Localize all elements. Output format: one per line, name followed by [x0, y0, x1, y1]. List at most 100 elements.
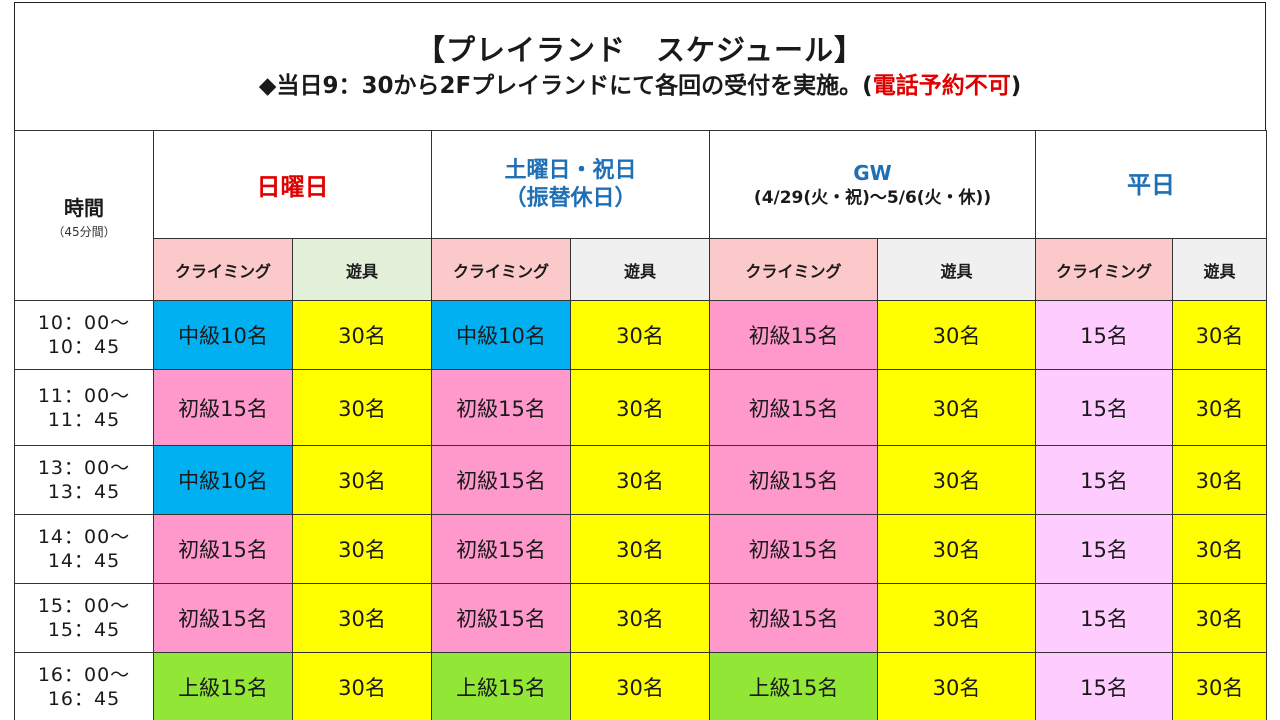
gw-play-capacity: 30名 [877, 300, 1037, 370]
time-end: 16：45 [47, 688, 121, 710]
saturday-climbing-capacity: 初級15名 [431, 583, 571, 653]
sunday-play-capacity: 30名 [292, 300, 432, 370]
gw-play-capacity: 30名 [877, 583, 1037, 653]
weekday-climbing-capacity: 15名 [1035, 583, 1174, 653]
day-label-gw: GW [853, 160, 892, 185]
saturday-climbing-header: クライミング [431, 238, 571, 301]
sunday-play-header: 遊具 [292, 238, 432, 301]
gw-play-capacity: 30名 [877, 652, 1037, 720]
reception-notice-text: ◆当日9：30から2Fプレイランドにて各回の受付を実施。( [258, 72, 873, 99]
saturday-play-capacity: 30名 [569, 583, 711, 653]
gw-climbing-capacity: 初級15名 [709, 369, 879, 446]
gw-play-capacity: 30名 [877, 445, 1037, 515]
gw-climbing-capacity: 初級15名 [709, 300, 879, 370]
saturday-climbing-capacity: 初級15名 [431, 445, 571, 515]
sunday-climbing-capacity: 初級15名 [153, 514, 293, 584]
time-start: 13：00～ [37, 457, 131, 479]
sunday-play-capacity: 30名 [292, 369, 432, 446]
sunday-play-capacity: 30名 [292, 514, 432, 584]
time-end: 11：45 [47, 408, 121, 431]
saturday-climbing-capacity: 初級15名 [431, 369, 571, 446]
weekday-climbing-capacity: 15名 [1035, 514, 1174, 584]
sunday-climbing-capacity: 中級10名 [153, 445, 293, 515]
time-slot: 13：00～ 13：45 [14, 445, 154, 515]
reception-notice: ◆当日9：30から2Fプレイランドにて各回の受付を実施。(電話予約不可) [259, 70, 1021, 102]
reception-notice-close: ) [1010, 72, 1022, 99]
time-start: 15：00～ [37, 595, 131, 617]
saturday-play-capacity: 30名 [569, 445, 711, 515]
table-row: 11：00～ 11：45 初級15名 30名 初級15名 30名 初級15名 30… [14, 369, 1268, 446]
time-end: 10：45 [47, 336, 121, 358]
gw-play-capacity: 30名 [877, 369, 1037, 446]
sunday-climbing-capacity: 中級10名 [153, 300, 293, 370]
saturday-play-capacity: 30名 [569, 652, 711, 720]
sunday-climbing-header: クライミング [153, 238, 293, 301]
gw-climbing-capacity: 初級15名 [709, 445, 879, 515]
sunday-play-capacity: 30名 [292, 445, 432, 515]
gw-climbing-capacity: 初級15名 [709, 514, 879, 584]
day-header-row: 時間 （45分間） 日曜日 土曜日・祝日 （振替休日） GW (4/29(火・祝… [14, 130, 1268, 301]
sunday-play-capacity: 30名 [292, 652, 432, 720]
time-start: 11：00～ [37, 384, 131, 407]
gw-date-range: (4/29(火・祝)～5/6(火・休)) [753, 187, 992, 208]
day-label-sunday: 日曜日 [256, 173, 329, 201]
time-slot: 10：00～ 10：45 [14, 300, 154, 370]
table-row: 15：00～ 15：45 初級15名 30名 初級15名 30名 初級15名 30… [14, 583, 1268, 653]
no-phone-reservation-warning: 電話予約不可 [872, 72, 1011, 99]
day-header-saturday-holiday: 土曜日・祝日 （振替休日） [430, 130, 711, 239]
weekday-climbing-header: クライミング [1035, 238, 1174, 301]
time-column-header: 時間 （45分間） [14, 130, 154, 301]
sunday-play-capacity: 30名 [292, 583, 432, 653]
gw-climbing-header: クライミング [709, 238, 879, 301]
saturday-climbing-capacity: 初級15名 [431, 514, 571, 584]
weekday-climbing-capacity: 15名 [1035, 300, 1174, 370]
gw-climbing-capacity: 上級15名 [709, 652, 879, 720]
time-end: 14：45 [47, 550, 121, 572]
gw-play-header: 遊具 [877, 238, 1037, 301]
page-title: 【プレイランド スケジュール】 [416, 32, 864, 67]
day-header-sunday: 日曜日 [153, 130, 432, 239]
day-label-weekday: 平日 [1127, 170, 1176, 199]
saturday-play-capacity: 30名 [569, 369, 711, 446]
time-start: 16：00～ [37, 664, 131, 686]
time-end: 13：45 [47, 481, 121, 503]
weekday-play-capacity: 30名 [1172, 445, 1268, 515]
saturday-climbing-capacity: 上級15名 [431, 652, 571, 720]
time-slot: 16：00～ 16：45 [14, 652, 154, 720]
sunday-climbing-capacity: 上級15名 [153, 652, 293, 720]
time-slot: 14：00～ 14：45 [14, 514, 154, 584]
weekday-play-capacity: 30名 [1172, 369, 1268, 446]
table-row: 14：00～ 14：45 初級15名 30名 初級15名 30名 初級15名 30… [14, 514, 1268, 584]
sunday-climbing-capacity: 初級15名 [153, 583, 293, 653]
weekday-climbing-capacity: 15名 [1035, 369, 1174, 446]
saturday-climbing-capacity: 中級10名 [431, 300, 571, 370]
activity-header-row: クライミング 遊具 クライミング 遊具 クライミング 遊具 クライミング 遊具 [15, 238, 1268, 301]
day-header-gw: GW (4/29(火・祝)～5/6(火・休)) [709, 130, 1037, 239]
weekday-play-capacity: 30名 [1172, 652, 1268, 720]
weekday-play-capacity: 30名 [1172, 583, 1268, 653]
time-slot: 11：00～ 11：45 [14, 369, 154, 446]
schedule-header: 【プレイランド スケジュール】 ◆当日9：30から2Fプレイランドにて各回の受付… [14, 2, 1266, 130]
schedule-table: 時間 （45分間） 日曜日 土曜日・祝日 （振替休日） GW (4/29(火・祝… [14, 130, 1268, 720]
duration-note: （45分間） [52, 224, 116, 239]
weekday-climbing-capacity: 15名 [1035, 445, 1174, 515]
weekday-climbing-capacity: 15名 [1035, 652, 1174, 720]
weekday-play-header: 遊具 [1172, 238, 1268, 301]
time-start: 10：00～ [37, 312, 131, 334]
table-row: 13：00～ 13：45 中級10名 30名 初級15名 30名 初級15名 30… [14, 445, 1268, 515]
time-header-label: 時間 [64, 195, 104, 220]
saturday-play-capacity: 30名 [569, 514, 711, 584]
weekday-play-capacity: 30名 [1172, 300, 1268, 370]
day-label-saturday: 土曜日・祝日 [504, 157, 637, 183]
weekday-play-capacity: 30名 [1172, 514, 1268, 584]
gw-climbing-capacity: 初級15名 [709, 583, 879, 653]
sunday-climbing-capacity: 初級15名 [153, 369, 293, 446]
time-slot: 15：00～ 15：45 [14, 583, 154, 653]
saturday-play-capacity: 30名 [569, 300, 711, 370]
time-start: 14：00～ [37, 526, 131, 548]
gw-play-capacity: 30名 [877, 514, 1037, 584]
day-label-substitute-holiday: （振替休日） [504, 185, 637, 211]
table-row: 10：00～ 10：45 中級10名 30名 中級10名 30名 初級15名 30… [14, 300, 1268, 370]
time-end: 15：45 [47, 619, 121, 641]
table-row: 16：00～ 16：45 上級15名 30名 上級15名 30名 上級15名 30… [14, 652, 1268, 720]
